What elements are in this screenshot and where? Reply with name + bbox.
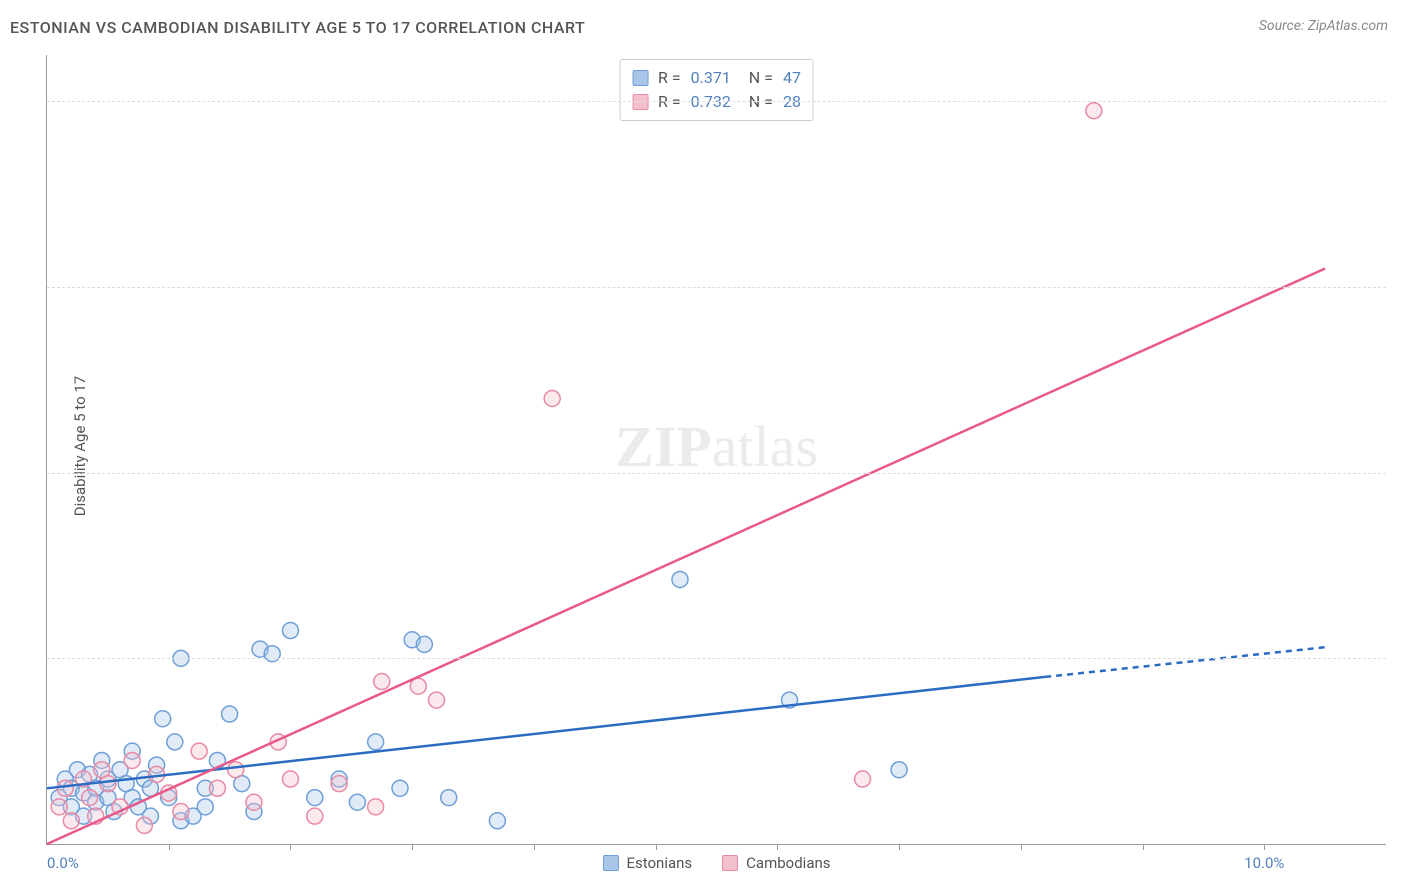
y-tick-label: 40.0% [1394,464,1406,482]
data-point [307,808,323,824]
data-point [57,780,73,796]
n-value-estonians: 47 [783,66,801,90]
data-point [136,817,152,833]
gridline-h [47,101,1386,102]
legend-swatch-bottom-estonians [602,855,618,871]
y-tick-label: 20.0% [1394,649,1406,667]
legend-swatch-estonians [632,70,648,86]
r-value-estonians: 0.371 [691,66,731,90]
data-point [167,734,183,750]
data-point [374,674,390,690]
x-tick [534,844,535,850]
x-tick-label: 10.0% [1244,854,1284,872]
data-point [191,743,207,759]
data-point [672,571,688,587]
data-point [222,706,238,722]
x-tick [899,844,900,850]
data-point [429,692,445,708]
data-point [544,390,560,406]
data-point [392,780,408,796]
data-point [368,799,384,815]
data-point [891,762,907,778]
data-point [489,813,505,829]
data-point [307,790,323,806]
data-point [100,776,116,792]
x-tick [777,844,778,850]
data-point [173,804,189,820]
x-tick [656,844,657,850]
data-point [124,752,140,768]
data-point [63,813,79,829]
data-point [441,790,457,806]
chart-title: ESTONIAN VS CAMBODIAN DISABILITY AGE 5 T… [10,18,585,37]
data-point [368,734,384,750]
data-point [282,623,298,639]
x-tick [1143,844,1144,850]
data-point [416,636,432,652]
data-point [282,771,298,787]
data-point [1086,103,1102,119]
legend-swatch-bottom-cambodians [722,855,738,871]
data-point [82,790,98,806]
x-tick [412,844,413,850]
data-point [228,762,244,778]
data-point [855,771,871,787]
legend-stats: R = 0.371 N = 47 R = 0.732 N = 28 [619,59,814,121]
data-point [155,711,171,727]
gridline-h [47,287,1386,288]
plot-svg [47,55,1386,844]
x-tick [1264,844,1265,850]
legend-series: Estonians Cambodians [602,854,830,872]
y-tick-label: 80.0% [1394,92,1406,110]
gridline-h [47,658,1386,659]
trend-line [1045,647,1325,677]
legend-item-cambodians: Cambodians [722,854,830,872]
y-tick-label: 60.0% [1394,278,1406,296]
data-point [209,780,225,796]
chart-container: ESTONIAN VS CAMBODIAN DISABILITY AGE 5 T… [0,0,1406,892]
x-tick-label: 0.0% [47,854,79,872]
data-point [197,799,213,815]
gridline-h [47,473,1386,474]
legend-item-estonians: Estonians [602,854,692,872]
data-point [51,799,67,815]
data-point [349,794,365,810]
chart-source: Source: ZipAtlas.com [1259,18,1388,34]
x-tick [169,844,170,850]
x-tick [290,844,291,850]
data-point [331,776,347,792]
legend-stats-row-estonians: R = 0.371 N = 47 [632,66,801,90]
trend-line [47,268,1325,844]
x-tick [1021,844,1022,850]
data-point [246,794,262,810]
plot-area: ZIPatlas R = 0.371 N = 47 R = 0.732 N = … [46,55,1386,845]
